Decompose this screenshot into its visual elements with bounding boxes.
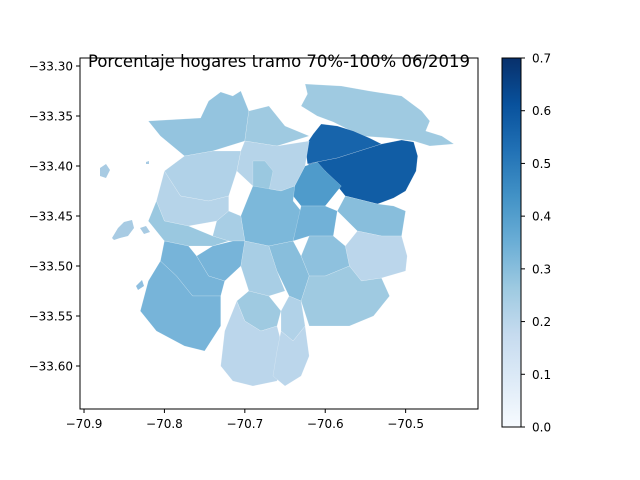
map-region — [292, 161, 342, 207]
x-tick-label: −70.9 — [66, 417, 103, 431]
colorbar-tick-label: 0.4 — [532, 210, 551, 224]
map-fragment — [136, 280, 144, 290]
y-tick-label: −33.60 — [29, 360, 73, 374]
colorbar-tick-label: 0.5 — [532, 157, 551, 171]
plot-frame — [79, 57, 479, 410]
map-regions — [140, 83, 455, 387]
y-tick-label: −33.45 — [29, 210, 73, 224]
map-region — [220, 300, 286, 387]
y-axis: −33.30 −33.35 −33.40 −33.45 −33.50 −33.55 −33.… — [29, 60, 80, 374]
map-islands — [100, 161, 150, 290]
colorbar-tick-label: 0.3 — [532, 262, 551, 276]
map-fragment — [112, 220, 134, 240]
chart-title: Porcentaje hogares tramo 70%-100% 06/201… — [88, 52, 470, 71]
y-tick-label: −33.30 — [29, 60, 73, 74]
map-fragment — [100, 164, 110, 178]
map-region — [300, 265, 390, 327]
y-tick-label: −33.55 — [29, 310, 73, 324]
y-tick-label: −33.50 — [29, 260, 73, 274]
colorbar-tick-label: 0.1 — [532, 368, 551, 382]
map-region — [300, 83, 455, 147]
colorbar-tick-label: 0.7 — [532, 52, 551, 66]
colorbar-axis: 0.0 0.1 0.2 0.3 0.4 0.5 0.6 0.7 — [521, 52, 551, 435]
map-region — [148, 200, 230, 247]
map-fragment — [140, 226, 150, 234]
map-region — [140, 260, 221, 352]
colorbar-tick-label: 0.0 — [532, 421, 551, 435]
map-fragment — [146, 161, 149, 164]
x-tick-label: −70.6 — [307, 417, 344, 431]
colorbar-tick-label: 0.6 — [532, 104, 551, 118]
colorbar-tick-label: 0.2 — [532, 315, 551, 329]
x-tick-label: −70.8 — [146, 417, 183, 431]
y-tick-label: −33.40 — [29, 160, 73, 174]
map-region — [240, 185, 302, 247]
y-tick-label: −33.35 — [29, 110, 73, 124]
map-region — [272, 325, 310, 387]
map-region — [300, 235, 350, 277]
colorbar — [501, 57, 522, 428]
x-tick-label: −70.7 — [226, 417, 263, 431]
x-axis: −70.9 −70.8 −70.7 −70.6 −70.5 — [66, 409, 424, 431]
x-tick-label: −70.5 — [387, 417, 424, 431]
